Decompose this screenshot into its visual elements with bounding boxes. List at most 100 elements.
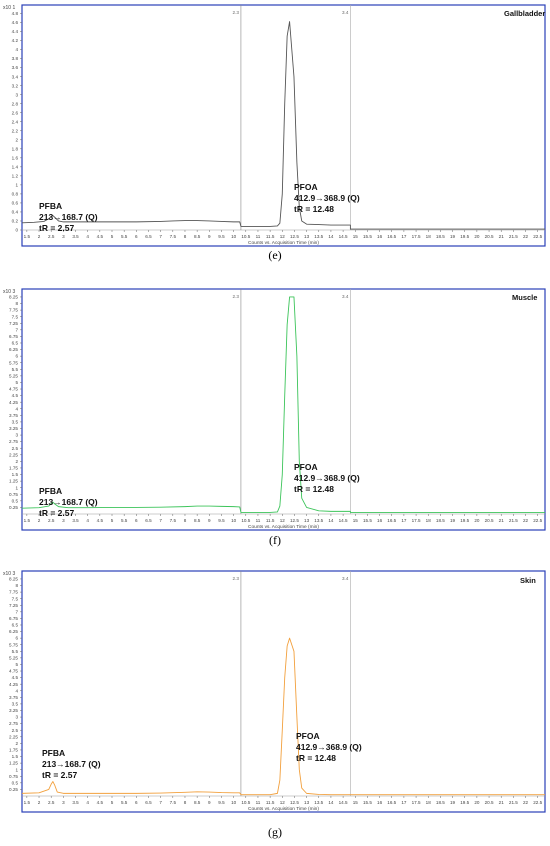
- y-tick-label: 4: [15, 406, 18, 411]
- x-tick-label: 12: [280, 234, 286, 239]
- x-tick-label: 21: [499, 234, 505, 239]
- y-tick-label: 3.5: [12, 420, 19, 425]
- y-tick-label: 2.8: [12, 101, 19, 106]
- segment-label: 2.3: [233, 576, 240, 581]
- x-tick-label: 22.5: [533, 800, 542, 805]
- x-tick-label: 21: [499, 800, 505, 805]
- y-tick-label: 4.4: [12, 29, 19, 34]
- pfoa-retention-time: tR = 12.48: [294, 484, 334, 494]
- pfoa-annotation: PFOA 412.9→368.9 (Q) tR = 12.48: [294, 182, 360, 215]
- pfoa-retention-time: tR = 12.48: [296, 753, 336, 763]
- x-tick-label: 18: [426, 518, 432, 523]
- x-tick-label: 17: [401, 800, 407, 805]
- x-tick-label: 6.5: [145, 234, 152, 239]
- y-exponent-label: x10 1: [3, 5, 15, 11]
- x-tick-label: 11: [256, 234, 261, 239]
- x-tick-label: 5: [111, 234, 114, 239]
- x-tick-label: 16: [377, 518, 383, 523]
- x-tick-label: 9: [208, 234, 211, 239]
- y-tick-label: 2.25: [9, 452, 18, 457]
- x-tick-label: 12.5: [290, 518, 299, 523]
- y-tick-label: 0.5: [12, 780, 19, 785]
- x-tick-label: 19.5: [460, 800, 469, 805]
- x-tick-label: 3.5: [72, 518, 79, 523]
- y-tick-label: 1: [15, 767, 18, 772]
- y-tick-label: 0.5: [12, 498, 19, 503]
- y-tick-label: 1: [15, 485, 18, 490]
- y-tick-label: 2.5: [12, 446, 19, 451]
- x-tick-label: 10: [231, 234, 237, 239]
- y-tick-label: 1.75: [9, 466, 18, 471]
- y-tick-label: 0.6: [12, 201, 19, 206]
- y-tick-label: 8: [15, 301, 18, 306]
- y-tick-label: 2.75: [9, 721, 18, 726]
- pfoa-transition: 412.9→368.9 (Q): [294, 193, 360, 203]
- x-tick-label: 20: [474, 518, 480, 523]
- y-tick-label: 2.4: [12, 119, 19, 124]
- y-tick-label: 2: [15, 741, 18, 746]
- x-tick-label: 14.5: [339, 234, 348, 239]
- x-tick-label: 7: [159, 800, 162, 805]
- y-tick-label: 0.75: [9, 774, 18, 779]
- x-tick-label: 2: [38, 800, 41, 805]
- y-tick-label: 6.5: [12, 341, 19, 346]
- x-tick-label: 10.5: [241, 234, 250, 239]
- x-tick-label: 17: [401, 518, 407, 523]
- x-tick-label: 8: [184, 518, 187, 523]
- chromatogram-gallbladder: x10 1 0 0.2 0.4 0.6 0.8 1 1.2 1.4 1.6 1.8 2 2.2 2.4 2.…: [3, 4, 546, 247]
- x-tick-label: 9.5: [218, 234, 225, 239]
- pfba-name: PFBA: [42, 748, 66, 758]
- y-tick-label: 3.25: [9, 708, 18, 713]
- x-tick-label: 16.5: [387, 234, 396, 239]
- chromatogram-muscle: x10 30.250.50.7511.251.51.7522.252.52.75…: [3, 288, 546, 531]
- x-tick-label: 7: [159, 518, 162, 523]
- y-tick-label: 1.4: [12, 164, 19, 169]
- x-tick-label: 4.5: [97, 518, 104, 523]
- y-tick-label: 1.25: [9, 479, 18, 484]
- x-tick-label: 20.5: [485, 800, 494, 805]
- y-tick-label: 3: [15, 92, 18, 97]
- x-tick-label: 3: [62, 800, 65, 805]
- y-tick-label: 4.5: [12, 393, 19, 398]
- pfba-transition: 213→168.7 (Q): [39, 497, 98, 507]
- x-tick-label: 17: [401, 234, 407, 239]
- y-tick-label: 1.5: [12, 754, 19, 759]
- x-tick-label: 14.5: [339, 800, 348, 805]
- y-tick-label: 7.5: [12, 314, 19, 319]
- y-tick-label: 0: [15, 228, 18, 233]
- x-tick-label: 4: [86, 518, 89, 523]
- y-tick-label: 5.5: [12, 649, 19, 654]
- x-tick-label: 15: [353, 800, 359, 805]
- y-tick-label: 0.25: [9, 787, 18, 792]
- x-tick-label: 10.5: [241, 518, 250, 523]
- chart-panel-gallbladder: x10 1 0 0.2 0.4 0.6 0.8 1 1.2 1.4 1.6 1.8 2 2.2 2.4 2.…: [0, 0, 550, 270]
- x-tick-label: 19.5: [460, 234, 469, 239]
- y-tick-label: 7.75: [9, 308, 18, 313]
- x-tick-label: 18: [426, 234, 432, 239]
- x-tick-label: 15.5: [363, 518, 372, 523]
- y-tick-label: 0.2: [12, 219, 19, 224]
- chromatogram-trace: [21, 21, 545, 230]
- x-tick-label: 20.5: [485, 518, 494, 523]
- y-tick-label: 3.5: [12, 702, 19, 707]
- x-tick-label: 10.5: [241, 800, 250, 805]
- x-tick-label: 18: [426, 800, 432, 805]
- x-tick-label: 1.5: [24, 518, 31, 523]
- chart-frame: [21, 288, 546, 531]
- x-tick-label: 20.5: [485, 234, 494, 239]
- y-tick-label: 1.8: [12, 146, 19, 151]
- x-tick-label: 6.5: [145, 518, 152, 523]
- segment-label: 3.4: [342, 10, 349, 15]
- y-tick-label: 6.25: [9, 629, 18, 634]
- y-tick-label: 3.2: [12, 83, 19, 88]
- x-tick-label: 8.5: [194, 234, 201, 239]
- y-tick-label: 6.25: [9, 347, 18, 352]
- x-tick-label: 19: [450, 518, 456, 523]
- y-tick-label: 5.75: [9, 360, 18, 365]
- segment-label: 2.3: [233, 10, 240, 15]
- y-tick-label: 4.75: [9, 387, 18, 392]
- x-tick-label: 12: [280, 518, 286, 523]
- x-tick-label: 18.5: [436, 518, 445, 523]
- y-tick-label: 2.75: [9, 439, 18, 444]
- y-tick-label: 4.25: [9, 400, 18, 405]
